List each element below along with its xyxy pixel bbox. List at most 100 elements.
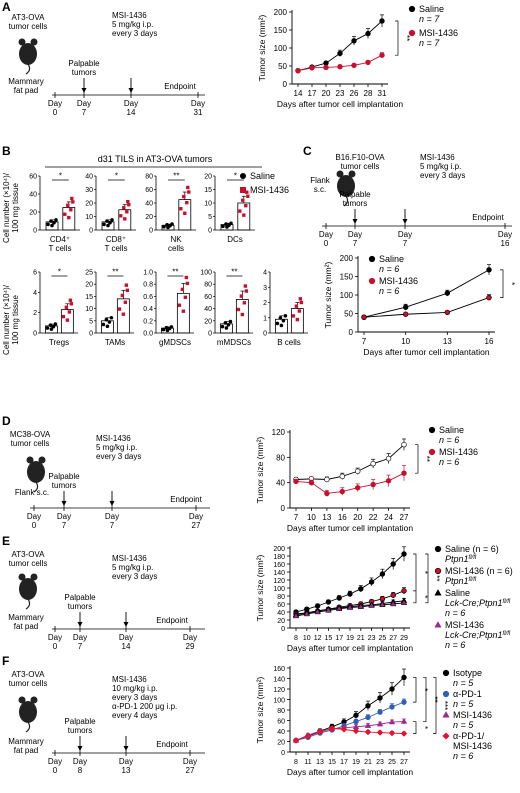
a-point-0-5 [365,30,371,37]
b-bot-plot-1: 0 5 10 15 20 25 ** TAMs [85,268,134,347]
a-x-tick-label-0: 14 [294,89,303,98]
d-legend-msi-label: MSI-1436 [439,447,478,457]
f-legend-s2-marker [442,690,450,698]
d-day-value-2: 7 [110,521,115,530]
a-mouse-body [19,43,37,65]
f-tumors: tumors [68,726,92,735]
f-cells-label: tumor cells [9,679,48,688]
b-bot-dot-2-1-0 [177,303,182,307]
c-point-0-1 [402,304,409,310]
e-endpoint: Endpoint [156,616,188,625]
f-legend-s3-marker [442,711,450,718]
f-point-0-9 [401,674,407,681]
d-day-label-1: Day [57,512,71,521]
b-bot-dot-0-1-1 [64,305,69,309]
b-bot-y-tick-label-4-2: 2 [263,300,267,307]
d-cell-line: MC38-OVA [10,430,51,439]
e-point-0-9 [390,561,396,567]
b-top-dot-3-0-4 [225,225,229,229]
e-legend-s4-extra-part-0-2: fl/fl [503,631,511,637]
d-point-0-2 [324,476,330,483]
c-point-1-0 [361,314,367,320]
e-point-3-7 [368,602,375,608]
b-bot-y-tick-label-4-3: 3 [263,285,267,292]
f-legend-s1-extra-0: n = 5 [453,678,474,688]
b-top-y-tick-label-0-2: 40 [29,192,37,199]
c-day-label-2: Day [398,230,412,239]
a-treatment-line-0: MSI-1436 [112,11,147,20]
f1-sig: * [420,688,429,691]
d-point-1-3 [339,488,345,495]
b-bot-y-tick-label-3-2: 40 [204,306,212,313]
e-legend-s1-label: Saline (n = 6) [445,544,499,554]
b-bot-label-1: TAMs [105,338,125,347]
panel-b-ylabel-top-2: 100 mg tissue [11,183,20,233]
f-day-value-3: 27 [186,766,195,775]
a-mouse-ear-right [30,38,38,46]
c-y-tick-label-3: 150 [340,273,354,282]
b-top-y-tick-label-1-1: 10 [85,214,93,221]
c-legend-saline-label: Saline [379,254,404,264]
a-point-1-6 [379,52,385,58]
f-arrowhead-1 [123,746,129,751]
b-bot-y-tick-label-1-2: 10 [85,306,93,313]
b-bot-dot-3-0-2 [226,322,231,327]
e3-bracket [413,590,417,604]
a-legend-saline-label: Saline [419,4,444,14]
b-top-y-tick-label-2-1: 20 [145,214,153,221]
e-legend-s3-marker [434,589,442,596]
b-bot-plot-0: 0 2 4 6 * Tregs [33,268,78,347]
f-point-2-9 [400,718,408,724]
f-arrowhead-0 [77,746,83,751]
e-x-tick-label-0: 8 [294,635,298,642]
b-bot-label-0: Tregs [49,338,69,347]
b-top-dot-1-1-3 [127,202,131,207]
e-site-1: Mammary [8,613,44,622]
d-y-tick-label-1: 40 [276,479,285,488]
f-x-tick-label-4: 17 [340,759,348,766]
f-site-1: Mammary [8,737,44,746]
b-bot-bar-1-1 [116,298,130,334]
b-top-dot-0-0-4 [50,223,54,228]
d-point-0-5 [370,460,376,467]
b-top-y-tick-label-1-4: 40 [85,174,93,181]
b-top-sig-3: * [234,172,237,181]
b-top-y-tick-label-2-4: 80 [145,174,153,181]
b-bot-dot-0-1-3 [69,302,74,306]
b-top-sig-2: ** [173,172,179,181]
b-bot-dot-0-1-5 [68,298,73,302]
b-bot-dot-0-0-3 [53,322,58,326]
f-day-label-3: Day [183,757,197,766]
e-point-0-7 [368,579,375,585]
f-point-0-8 [389,686,395,692]
e-point-3-2 [314,608,321,615]
b-bot-dot-3-0-3 [228,319,233,324]
panel-letter-e: E [2,534,10,548]
b-top-y-tick-label-2-2: 40 [145,201,153,208]
e-arrowhead-0 [77,622,83,627]
d-site: Flank s.c. [15,488,49,497]
f3-sig: *** [440,701,449,710]
a-point-0-4 [351,38,357,44]
f-point-3-6 [364,728,372,736]
f-point-3-2 [316,728,324,736]
b-bot-dot-3-0-0 [220,324,225,329]
b-bot-y-tick-label-2-2: 0.4 [143,306,153,313]
b-top-dot-3-1-3 [246,194,250,198]
c-mouse-icon [336,170,356,207]
f-site-2: fat pad [14,746,38,755]
b-top-dot-0-1-2 [69,208,73,212]
d-series-line-0 [295,444,405,480]
b-top-dot-2-0-0 [162,224,166,229]
c-arrowhead-0 [352,219,358,224]
b-bot-y-tick-label-1-4: 20 [85,282,93,289]
e-y-tick-label-6: 120 [273,578,285,585]
d-palpable: Palpable [48,472,80,481]
f-point-3-8 [388,729,396,737]
e-mouse-tail [25,598,31,610]
e-arrowhead-1 [123,622,129,627]
d-point-1-5 [370,481,376,488]
